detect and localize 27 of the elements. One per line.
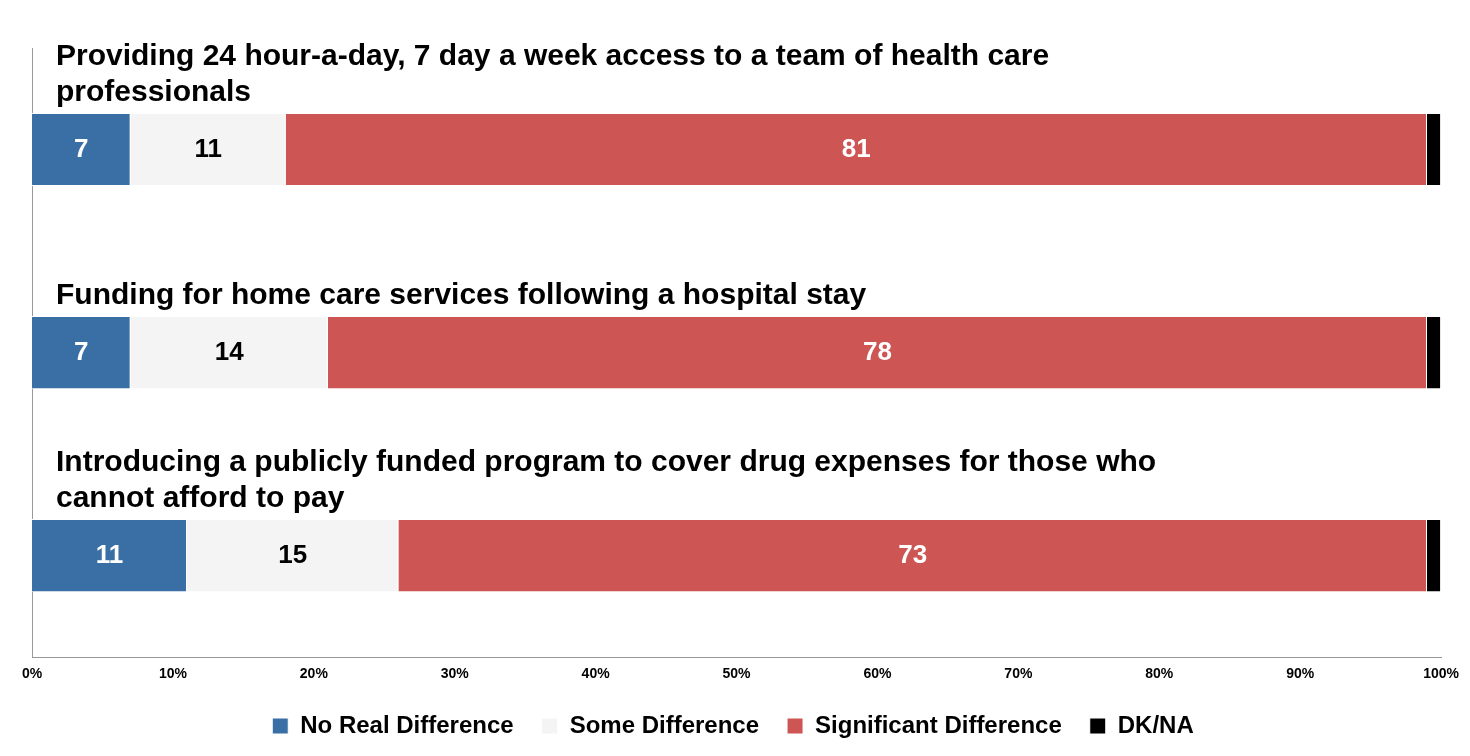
data-label: 14 bbox=[214, 335, 245, 366]
legend-label: No Real Difference bbox=[300, 710, 514, 738]
x-tick-label: 50% bbox=[722, 665, 752, 682]
x-tick-label: 90% bbox=[1286, 665, 1315, 682]
x-tick-label: 70% bbox=[1004, 665, 1033, 682]
x-tick-label: 20% bbox=[299, 665, 329, 682]
data-label: 11 bbox=[194, 132, 222, 163]
data-label: 73 bbox=[898, 538, 928, 569]
data-label: 15 bbox=[278, 538, 308, 569]
x-tick-label: 40% bbox=[581, 665, 611, 682]
x-tick-label: 60% bbox=[863, 665, 893, 682]
data-label: 11 bbox=[95, 538, 124, 569]
x-tick-label: 0% bbox=[21, 665, 43, 682]
legend-label: DK/NA bbox=[1117, 710, 1194, 738]
y-tick-label: Funding for home care services following a hospital stay bbox=[56, 277, 867, 311]
y-tick-label: Providing 24 hour-a-day, 7 day a week access to a team of health care professionals bbox=[56, 37, 1050, 107]
y-tick-label: Introducing a publicly funded program to cover drug expenses for those who cannot afford to pay bbox=[56, 444, 1157, 514]
x-tick-label: 10% bbox=[158, 665, 188, 682]
legend-label: Some Difference bbox=[569, 710, 760, 738]
data-label: 78 bbox=[863, 335, 892, 366]
data-label: 81 bbox=[841, 132, 871, 163]
x-tick-label: 100% bbox=[1423, 665, 1460, 682]
data-label: 7 bbox=[74, 335, 89, 366]
x-tick-label: 30% bbox=[440, 665, 470, 682]
legend-label: Significant Difference bbox=[815, 710, 1062, 738]
x-tick-label: 80% bbox=[1145, 665, 1174, 682]
data-label: 7 bbox=[74, 132, 89, 163]
